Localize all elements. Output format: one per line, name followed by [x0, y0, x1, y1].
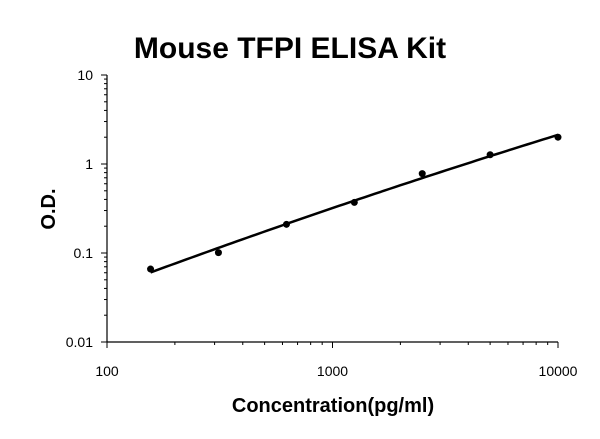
data-point — [418, 170, 426, 178]
y-tick-label: 0.01 — [66, 334, 93, 350]
x-axis-tick-labels: 100 1000 10000 — [95, 363, 577, 379]
chart-title: Mouse TFPI ELISA Kit — [134, 32, 446, 65]
y-tick-label: 1 — [85, 156, 93, 172]
data-point — [214, 249, 222, 257]
y-axis-label: O.D. — [38, 188, 60, 229]
data-point — [147, 265, 155, 273]
x-tick-label: 1000 — [317, 363, 348, 379]
x-tick-label: 100 — [95, 363, 119, 379]
x-tick-label: 10000 — [539, 363, 578, 379]
x-axis-label: Concentration(pg/ml) — [232, 395, 434, 417]
y-tick-label: 10 — [77, 67, 93, 83]
data-point — [350, 198, 358, 206]
plot-area: 10 1 0.1 0.01 100 1000 10000 — [66, 67, 578, 379]
data-points — [147, 133, 562, 273]
data-point — [282, 220, 290, 228]
y-tick-label: 0.1 — [74, 245, 94, 261]
y-axis-ticks — [101, 74, 107, 343]
y-axis-tick-labels: 10 1 0.1 0.01 — [66, 67, 93, 350]
x-axis-ticks — [106, 342, 559, 348]
data-point — [554, 133, 562, 141]
data-point — [486, 151, 494, 159]
